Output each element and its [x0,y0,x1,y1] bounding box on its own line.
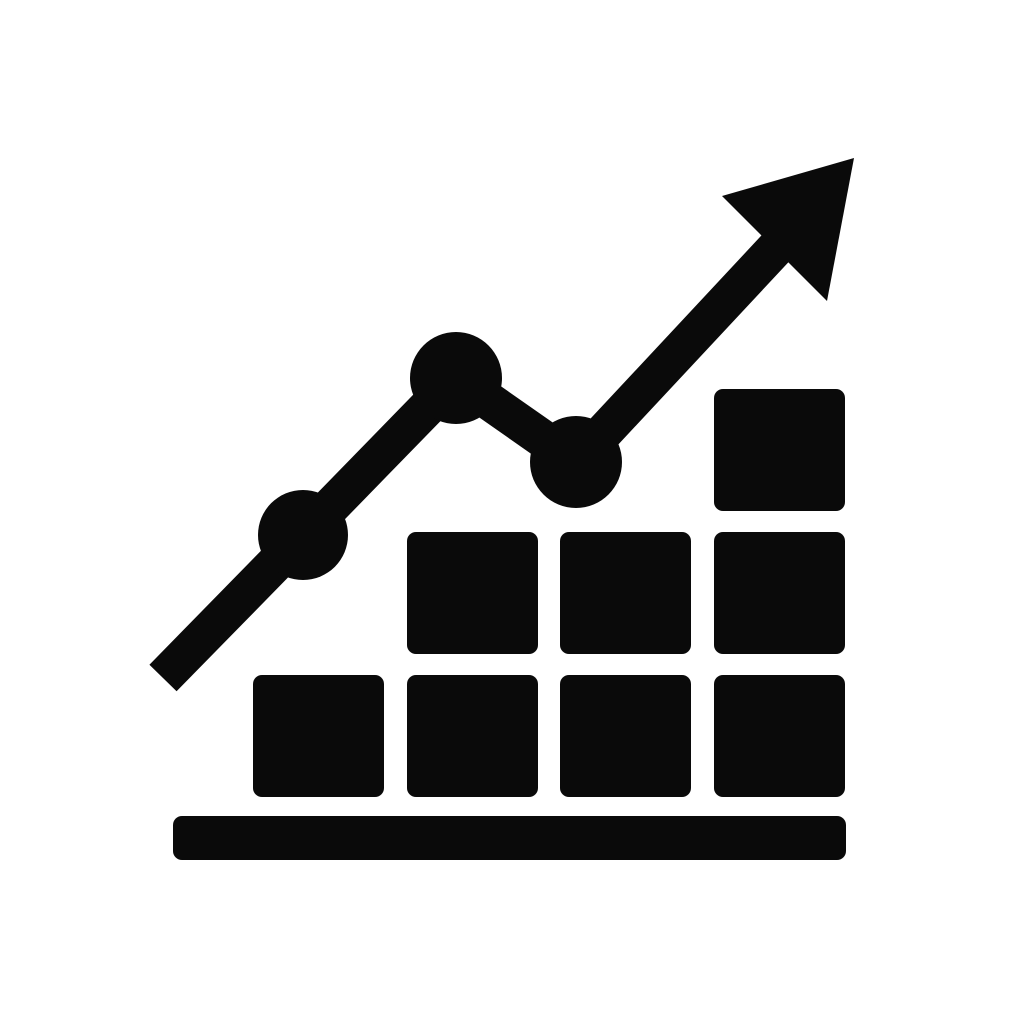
block [714,675,845,797]
baseline-bar [173,816,846,860]
block [407,675,538,797]
block [560,675,691,797]
block [714,389,845,511]
block [253,675,384,797]
trend-node [410,332,502,424]
icon-foreground [149,158,854,860]
block [714,532,845,654]
block [560,532,691,654]
block [407,532,538,654]
arrow-head [722,158,854,301]
block-grid [253,389,845,797]
trend-node [530,416,622,508]
trend-node [258,490,348,580]
